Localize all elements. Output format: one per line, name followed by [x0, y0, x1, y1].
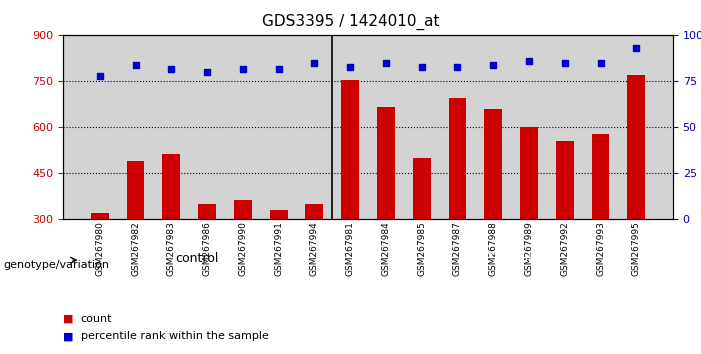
- Bar: [413, 158, 430, 312]
- Bar: [91, 213, 109, 312]
- Bar: [377, 108, 395, 312]
- Text: percentile rank within the sample: percentile rank within the sample: [81, 331, 268, 341]
- Point: [94, 73, 105, 79]
- Text: AQP11 null: AQP11 null: [468, 252, 536, 265]
- Point: [416, 64, 428, 69]
- Point: [452, 64, 463, 69]
- Bar: [163, 154, 180, 312]
- Point: [559, 60, 571, 66]
- Text: GDS3395 / 1424010_at: GDS3395 / 1424010_at: [261, 14, 440, 30]
- Point: [488, 62, 499, 68]
- Point: [130, 62, 141, 68]
- Point: [344, 64, 355, 69]
- Bar: [234, 200, 252, 312]
- Bar: [484, 109, 502, 312]
- Point: [237, 66, 248, 72]
- Bar: [306, 204, 323, 312]
- Text: ■: ■: [63, 331, 74, 341]
- Text: count: count: [81, 314, 112, 324]
- Text: control: control: [175, 252, 218, 265]
- Bar: [127, 161, 144, 312]
- Point: [308, 60, 320, 66]
- Text: genotype/variation: genotype/variation: [4, 261, 109, 270]
- Point: [631, 45, 642, 51]
- Point: [273, 66, 284, 72]
- Text: ■: ■: [63, 314, 74, 324]
- Bar: [198, 204, 216, 312]
- Bar: [341, 80, 359, 312]
- Point: [201, 69, 212, 75]
- Bar: [270, 210, 287, 312]
- Point: [524, 58, 535, 64]
- Bar: [627, 75, 645, 312]
- Point: [595, 60, 606, 66]
- Point: [165, 66, 177, 72]
- Bar: [449, 98, 466, 312]
- Bar: [592, 133, 609, 312]
- Point: [381, 60, 392, 66]
- Bar: [520, 127, 538, 312]
- Bar: [556, 141, 573, 312]
